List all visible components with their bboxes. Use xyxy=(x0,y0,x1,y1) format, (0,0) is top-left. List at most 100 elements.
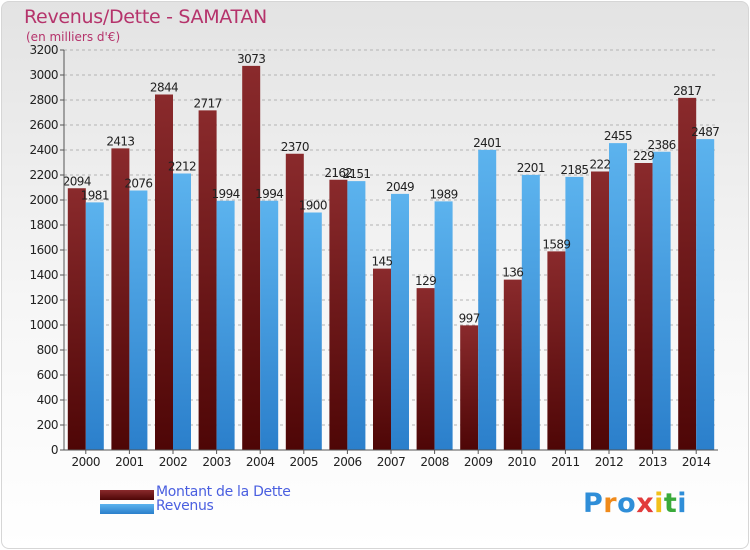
y-tick-label: 400 xyxy=(37,393,58,407)
data-label-revenus: 1981 xyxy=(81,188,109,202)
bar-revenus xyxy=(260,200,279,450)
y-tick-label: 600 xyxy=(37,368,58,382)
data-label-revenus: 1900 xyxy=(299,199,327,213)
data-label-dette: 136 xyxy=(502,266,523,280)
y-tick-label: 1600 xyxy=(29,243,58,257)
data-label-dette: 2370 xyxy=(281,140,309,154)
data-label-revenus: 1994 xyxy=(255,187,283,201)
data-label-revenus: 2049 xyxy=(386,180,414,194)
x-tick-label: 2003 xyxy=(202,455,231,469)
logo-letter: i xyxy=(677,488,688,519)
x-tick-label: 2010 xyxy=(508,455,537,469)
data-label-dette: 997 xyxy=(459,311,480,325)
bar-revenus xyxy=(696,139,715,450)
chart-title: Revenus/Dette - SAMATAN xyxy=(24,6,267,28)
proxiti-logo: Proxiti xyxy=(583,488,687,519)
data-label-dette: 129 xyxy=(415,274,436,288)
bar-revenus xyxy=(85,202,104,450)
y-tick-label: 800 xyxy=(37,343,58,357)
bar-dette xyxy=(67,188,86,450)
data-label-dette: 3073 xyxy=(237,52,265,66)
x-tick-label: 2007 xyxy=(377,455,406,469)
data-label-dette: 2413 xyxy=(106,134,134,148)
legend-label-dette: Montant de la Dette xyxy=(156,484,291,500)
x-tick-label: 2005 xyxy=(290,455,319,469)
bar-dette xyxy=(678,97,697,450)
x-tick-label: 2000 xyxy=(72,455,101,469)
y-tick-label: 1400 xyxy=(29,268,58,282)
logo-letter: o xyxy=(617,488,637,519)
legend-label-revenus: Revenus xyxy=(156,498,214,514)
data-label-dette: 2717 xyxy=(194,96,222,110)
bar-dette xyxy=(503,279,522,450)
bar-dette xyxy=(634,163,653,450)
data-label-dette: 2844 xyxy=(150,81,178,95)
x-tick-label: 2009 xyxy=(464,455,493,469)
data-label-dette: 229 xyxy=(633,149,654,163)
data-label-dette: 2817 xyxy=(673,84,701,98)
data-label-dette: 222 xyxy=(589,158,610,172)
bar-dette xyxy=(591,171,609,450)
data-label-revenus: 2076 xyxy=(124,177,152,191)
bar-dette xyxy=(329,179,348,450)
logo-letter: t xyxy=(663,488,678,519)
bar-revenus xyxy=(652,151,671,450)
y-tick-label: 2400 xyxy=(29,143,58,157)
data-label-dette: 2094 xyxy=(63,174,91,188)
data-label-revenus: 1994 xyxy=(212,187,240,201)
bar-revenus xyxy=(434,201,453,450)
y-tick-label: 3200 xyxy=(29,43,58,57)
data-label-revenus: 2386 xyxy=(648,138,676,152)
data-label-revenus: 2401 xyxy=(473,136,501,150)
y-tick-label: 1200 xyxy=(29,293,58,307)
bar-dette xyxy=(111,148,130,450)
bar-revenus xyxy=(478,149,497,450)
x-tick-label: 2008 xyxy=(420,455,449,469)
y-tick-label: 2600 xyxy=(29,118,58,132)
logo-letter: r xyxy=(603,488,618,519)
chart-subtitle: (en milliers d'€) xyxy=(26,30,121,44)
y-tick-label: 2200 xyxy=(29,168,58,182)
y-tick-label: 2000 xyxy=(29,193,58,207)
bar-revenus xyxy=(173,173,191,450)
bar-dette xyxy=(198,110,217,450)
x-tick-label: 2006 xyxy=(333,455,362,469)
x-tick-label: 2012 xyxy=(595,455,624,469)
bar-dette xyxy=(155,94,173,450)
y-tick-label: 2800 xyxy=(29,93,58,107)
y-tick-label: 0 xyxy=(51,443,58,457)
data-label-revenus: 2185 xyxy=(560,163,588,177)
bar-dette xyxy=(547,251,566,450)
x-tick-label: 2014 xyxy=(682,455,711,469)
x-tick-label: 2004 xyxy=(246,455,275,469)
y-tick-label: 200 xyxy=(37,418,58,432)
legend-swatch-revenus xyxy=(100,504,154,514)
bar-dette xyxy=(373,268,391,450)
bar-revenus xyxy=(216,200,235,450)
data-label-revenus: 2455 xyxy=(604,129,632,143)
bar-revenus xyxy=(609,143,627,450)
data-label-dette: 1589 xyxy=(542,237,570,251)
x-tick-label: 2001 xyxy=(115,455,144,469)
data-label-revenus: 2151 xyxy=(342,167,370,181)
bar-revenus xyxy=(129,190,148,450)
x-tick-label: 2002 xyxy=(159,455,188,469)
data-label-revenus: 2201 xyxy=(517,161,545,175)
bar-revenus xyxy=(347,181,366,450)
bar-dette xyxy=(460,325,479,450)
bar-revenus xyxy=(303,212,322,450)
y-tick-label: 1800 xyxy=(29,218,58,232)
data-label-revenus: 2212 xyxy=(168,160,196,174)
x-tick-label: 2011 xyxy=(551,455,580,469)
data-label-revenus: 1989 xyxy=(430,187,458,201)
logo-letter: P xyxy=(583,488,604,519)
bar-dette xyxy=(416,288,435,450)
bar-dette xyxy=(285,153,304,450)
data-label-dette: 145 xyxy=(371,255,392,269)
data-label-revenus: 2487 xyxy=(691,125,719,139)
bar-revenus xyxy=(565,176,584,450)
x-tick-label: 2013 xyxy=(638,455,667,469)
logo-letter: x xyxy=(636,488,655,519)
bar-revenus xyxy=(391,193,409,450)
